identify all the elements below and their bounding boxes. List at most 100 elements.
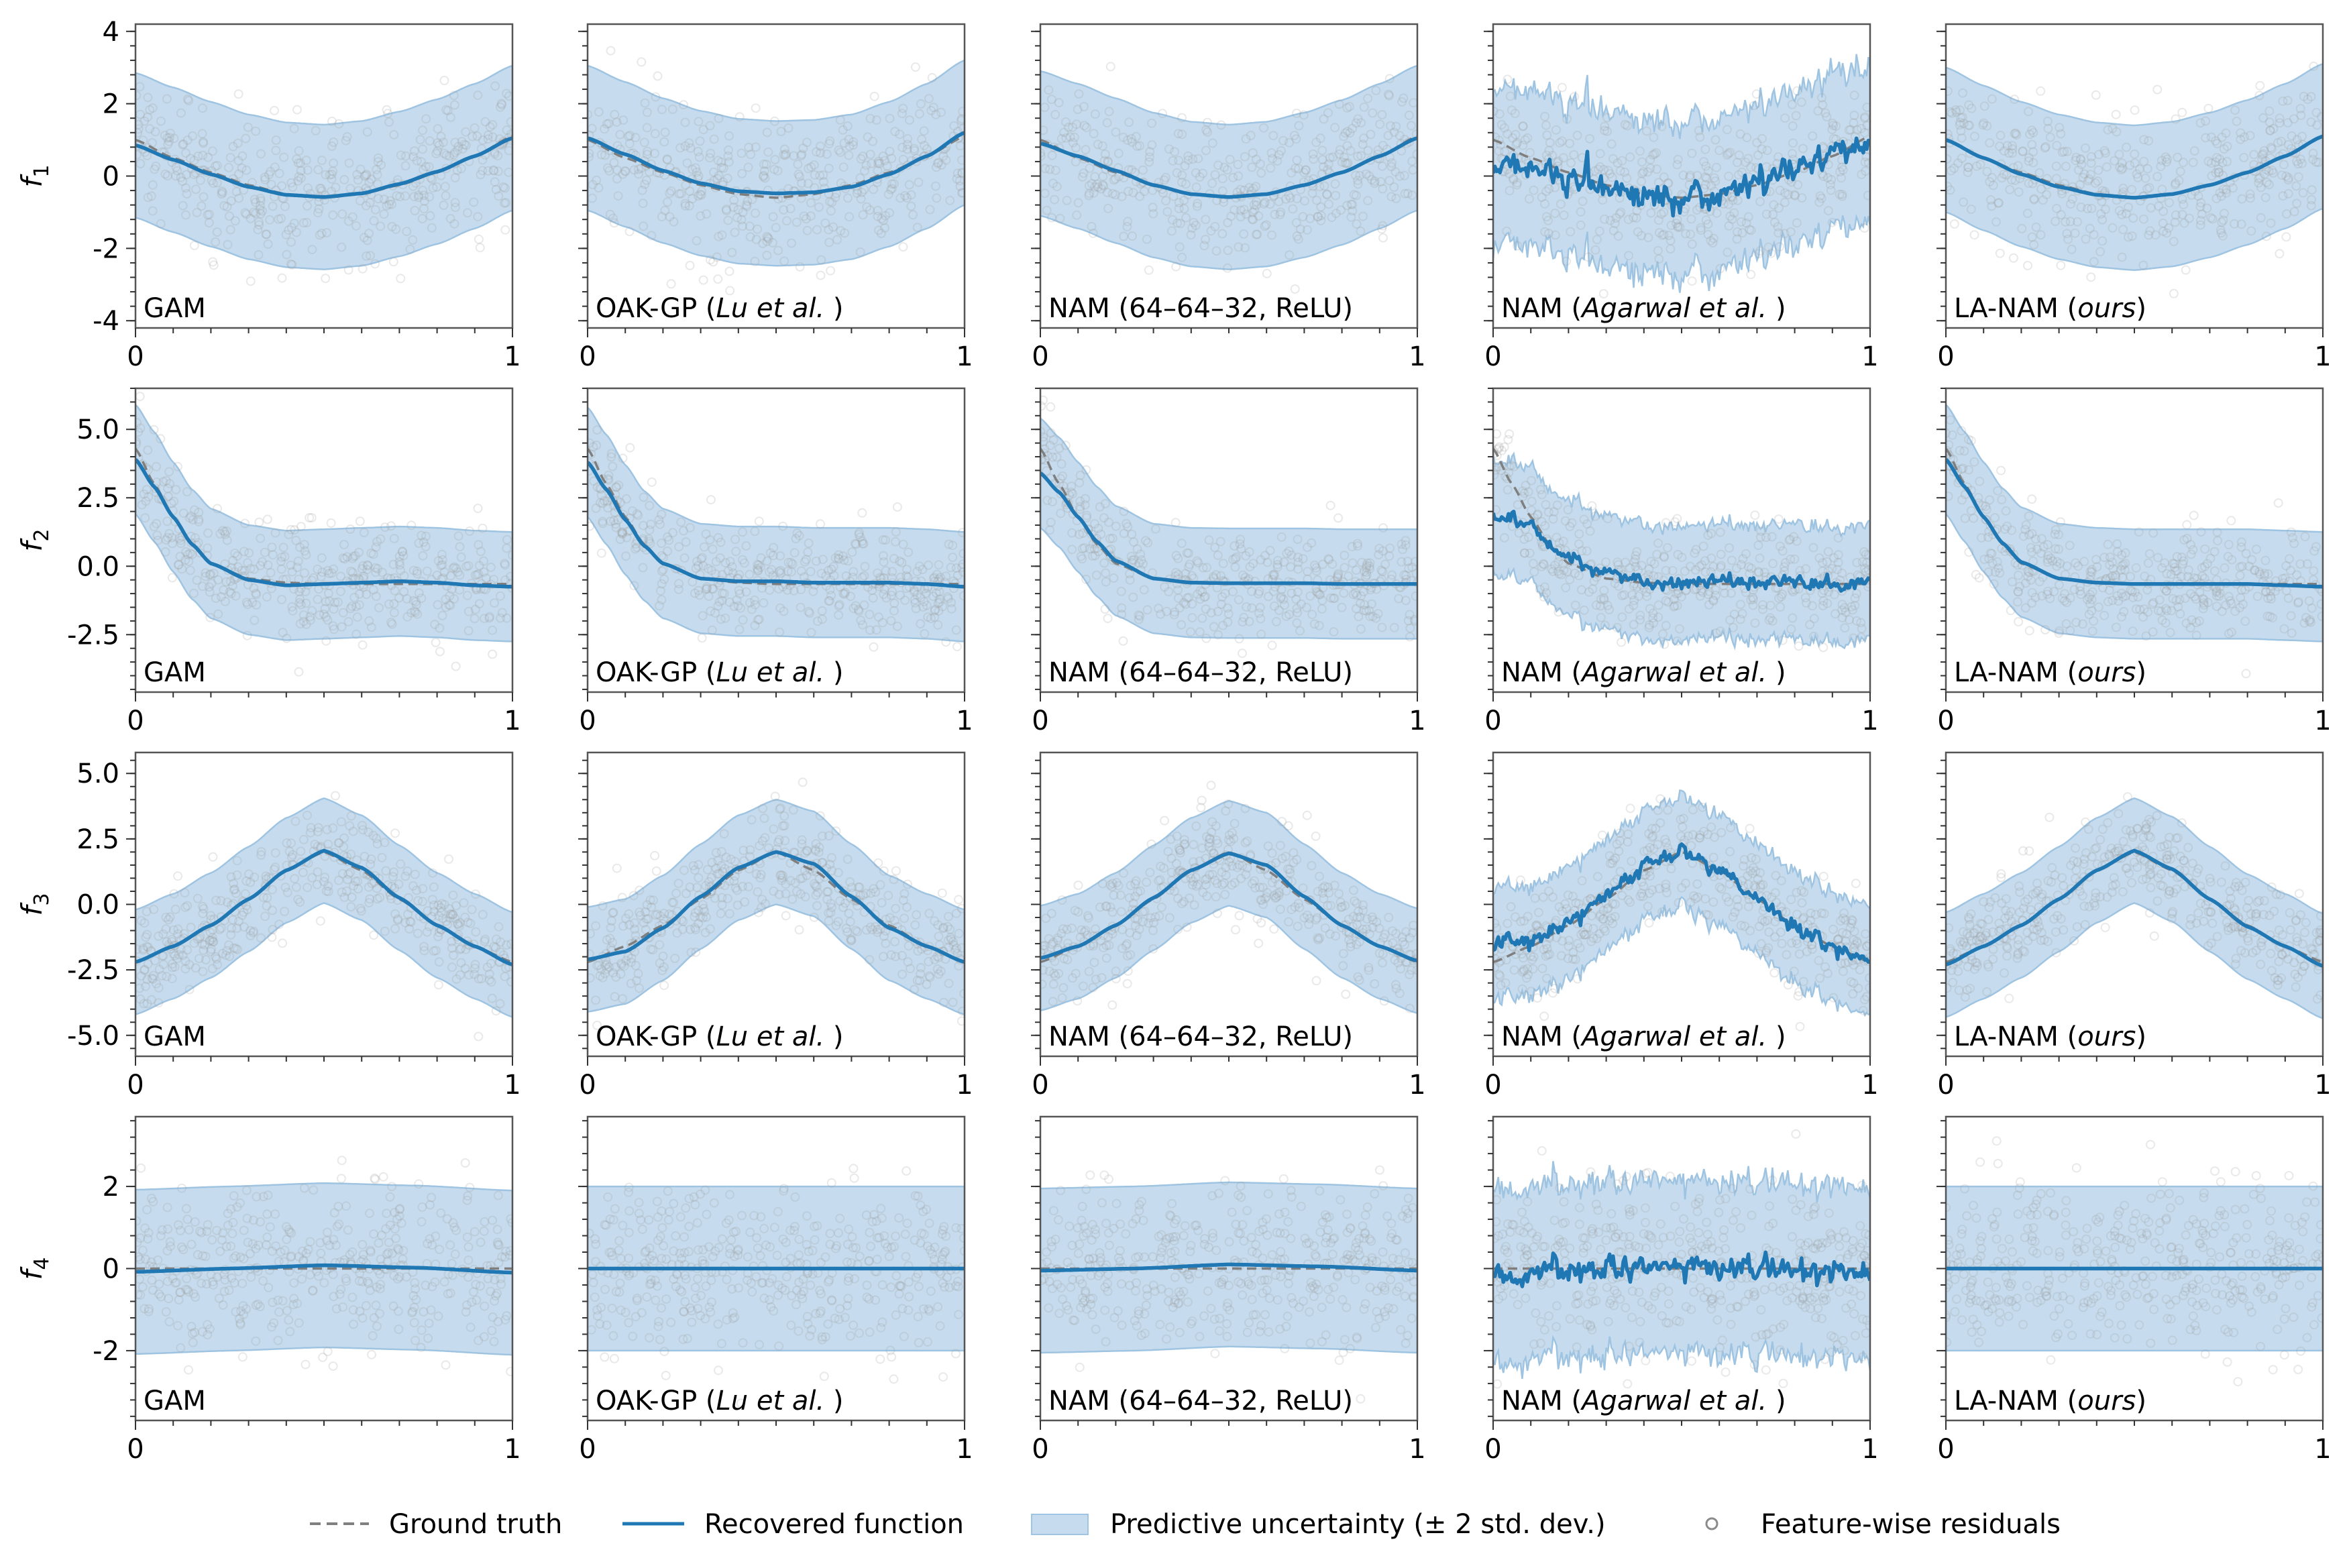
residual-point xyxy=(2170,217,2180,227)
residual-point xyxy=(1648,613,1658,623)
residual-point xyxy=(957,114,965,124)
residual-point xyxy=(1951,107,1961,117)
residual-point xyxy=(1599,595,1609,605)
residual-point xyxy=(2273,137,2283,148)
residual-point xyxy=(673,584,684,594)
residual-point xyxy=(1363,93,1373,103)
residual-point xyxy=(2052,561,2062,571)
residual-point xyxy=(636,163,646,173)
residual-point xyxy=(1555,137,1565,148)
residual-point xyxy=(1652,549,1662,559)
residual-point xyxy=(1599,585,1609,596)
residual-point xyxy=(1400,188,1410,199)
residual-point xyxy=(200,940,209,950)
residual-point xyxy=(1745,225,1754,235)
residual-point xyxy=(175,551,185,561)
residual-point xyxy=(1758,600,1767,610)
residual-point xyxy=(476,170,486,180)
residual-point xyxy=(1617,156,1627,166)
residual-point xyxy=(161,535,171,545)
residual-point xyxy=(1282,549,1292,559)
residual-point xyxy=(327,568,337,578)
residual-point xyxy=(277,273,287,283)
residual-point xyxy=(932,162,941,172)
residual-point xyxy=(753,565,763,575)
residual-point xyxy=(1099,181,1109,191)
residual-point xyxy=(2254,91,2264,101)
residual-point xyxy=(384,199,394,209)
residual-point xyxy=(720,558,730,568)
recovered-function-line xyxy=(1040,136,1417,199)
residual-point xyxy=(1056,133,1067,144)
residual-point xyxy=(724,266,734,276)
residual-point xyxy=(479,567,489,577)
residual-point xyxy=(1342,159,1352,168)
residual-point xyxy=(775,551,785,561)
residual-point xyxy=(1378,233,1388,243)
residual-point xyxy=(902,565,912,575)
residual-point xyxy=(296,173,306,183)
residual-point xyxy=(2148,599,2157,609)
residual-point xyxy=(1110,174,1120,184)
residual-point xyxy=(728,568,738,578)
residual-point xyxy=(1857,557,1867,567)
residual-point xyxy=(2117,561,2127,571)
residual-point xyxy=(1959,197,1969,207)
residual-point xyxy=(1585,526,1595,536)
residual-point xyxy=(260,547,270,557)
residual-point xyxy=(1642,592,1652,602)
residual-point xyxy=(2134,527,2144,537)
residual-point xyxy=(843,193,853,203)
residual-point xyxy=(1629,213,1639,223)
residual-point xyxy=(1287,550,1297,560)
residual-point xyxy=(1833,533,1843,543)
residual-point xyxy=(1629,596,1639,606)
residual-point xyxy=(1646,208,1656,218)
residual-point xyxy=(713,533,723,543)
residual-point xyxy=(487,993,497,1003)
residual-point xyxy=(2154,595,2165,605)
residual-point xyxy=(1207,178,1217,188)
residual-point xyxy=(1116,586,1126,596)
residual-point xyxy=(1333,569,1344,579)
residual-point xyxy=(2055,517,2065,527)
residual-point xyxy=(1352,190,1361,201)
residual-point xyxy=(1107,188,1117,199)
residual-point xyxy=(2203,103,2214,113)
residual-point xyxy=(2161,152,2171,162)
residual-point xyxy=(409,192,419,202)
residual-point xyxy=(930,606,940,616)
residual-point xyxy=(256,149,266,159)
residual-point xyxy=(2060,589,2069,599)
residual-point xyxy=(258,557,267,567)
residual-point xyxy=(1311,563,1321,573)
residual-point xyxy=(2017,223,2027,233)
recovered-function-line xyxy=(1493,509,1870,593)
residual-point xyxy=(1631,213,1641,223)
residual-point xyxy=(708,545,718,554)
residual-point xyxy=(2110,156,2120,166)
residual-point xyxy=(1841,607,1851,617)
residual-point xyxy=(952,174,962,184)
residual-point xyxy=(480,614,489,624)
residual-point xyxy=(1265,545,1275,555)
residual-point xyxy=(2018,147,2028,156)
residual-point xyxy=(702,583,712,594)
residual-point xyxy=(264,170,274,180)
residual-point xyxy=(1513,241,1523,251)
residual-point xyxy=(1184,548,1193,558)
residual-point xyxy=(2212,586,2222,596)
residual-point xyxy=(2169,559,2179,569)
residual-point xyxy=(922,144,932,154)
residual-point xyxy=(1367,174,1377,184)
residual-point xyxy=(720,613,730,623)
residual-point xyxy=(207,176,217,186)
residual-point xyxy=(716,537,726,547)
residual-point xyxy=(1230,562,1240,572)
residual-point xyxy=(1342,103,1352,113)
residual-point xyxy=(1661,565,1671,575)
residual-point xyxy=(723,566,733,576)
residual-point xyxy=(394,879,404,889)
